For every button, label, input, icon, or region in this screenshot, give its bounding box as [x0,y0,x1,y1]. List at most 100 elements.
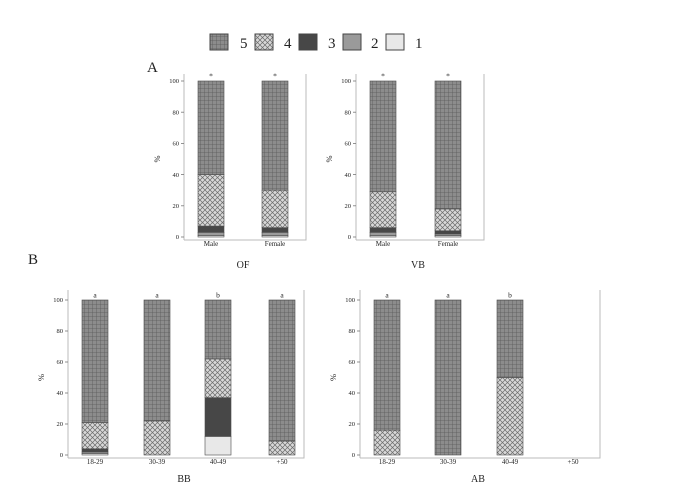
significance-label: * [209,72,213,81]
legend-item-3: 3 [298,33,336,52]
x-tick-label: Female [265,240,286,248]
y-tick-label: 20 [173,203,180,210]
significance-label: b [508,291,512,300]
bar-segment-5 [268,299,296,442]
y-tick-label: 20 [345,203,352,210]
legend-item-5: 5 [209,33,248,52]
panel-frame [184,74,307,241]
legend-label-5: 5 [240,36,248,52]
significance-label: b [216,291,220,300]
x-tick-label: Female [438,240,459,248]
panel-frame [356,74,485,241]
y-tick-label: 80 [345,109,352,116]
y-axis-label: % [152,155,162,162]
legend-label-3: 3 [328,36,336,52]
legend: 5 4 3 2 1 [209,33,423,52]
y-tick-label: 100 [345,297,355,304]
bar-segment-3 [434,230,462,235]
bar-segment-4 [373,429,401,456]
panel-frame [360,290,601,459]
y-tick-label: 40 [349,390,356,397]
significance-label: a [280,291,284,300]
bar-segment-4 [81,422,109,450]
y-tick-label: 40 [57,390,64,397]
x-axis-label: OF [237,260,250,271]
x-tick-label: 30-39 [149,458,166,466]
bar-segment-5 [81,299,109,423]
bar-segment-4 [261,189,289,228]
bar-segment-5 [373,299,401,431]
x-tick-label: +50 [568,458,579,466]
y-tick-label: 0 [60,452,63,459]
bar-segment-5 [434,299,462,456]
bar-segment-4 [496,377,524,456]
bar-segment-5 [369,80,397,193]
x-axis-label: VB [411,260,425,271]
y-axis-label: % [324,155,334,162]
x-tick-label: 30-39 [440,458,457,466]
y-tick-label: 80 [57,328,64,335]
y-tick-label: 60 [349,359,356,366]
chart-panel-of: 0 20 40 60 80 100% Male * Female * OF [152,72,307,271]
y-tick-label: 60 [57,359,64,366]
bar-segment-5 [197,80,225,175]
bar-segment-3 [369,227,397,233]
significance-label: a [385,291,389,300]
x-tick-label: +50 [277,458,288,466]
bar-segment-4 [369,191,397,228]
significance-label: a [155,291,159,300]
section-label-b: B [28,252,38,268]
significance-label: * [273,72,277,81]
y-tick-label: 20 [57,421,64,428]
y-tick-label: 100 [169,78,179,85]
significance-label: * [381,72,385,81]
significance-label: a [446,291,450,300]
bar-segment-3 [204,397,232,437]
bar-segment-5 [496,299,524,378]
y-tick-label: 0 [176,234,179,241]
significance-label: * [446,72,450,81]
bar-segment-3 [81,448,109,453]
x-tick-label: 18-29 [87,458,104,466]
y-tick-label: 20 [349,421,356,428]
bar-segment-2 [261,232,289,236]
x-tick-label: 40-49 [210,458,227,466]
y-tick-label: 100 [341,78,351,85]
bar-segment-3 [197,225,225,233]
legend-item-4: 4 [254,33,292,52]
bar-segment-5 [143,299,171,422]
bar-segment-4 [268,440,296,456]
chart-panel-ab: 0 20 40 60 80 100% 18-29 a 30-39 a 40-49 b +50 AB [328,290,601,485]
y-tick-label: 100 [53,297,63,304]
bar-segment-2 [369,232,397,236]
y-tick-label: 60 [173,141,180,148]
x-axis-label: AB [471,474,485,485]
y-axis-label: % [36,374,46,381]
charts: 0 20 40 60 80 100% Male * Female * OF 0 20 40 60 80 100%… [36,72,601,485]
significance-label: a [93,291,97,300]
bar-segment-3 [261,227,289,233]
bar-segment-4 [197,174,225,227]
bar-segment-4 [143,420,171,456]
bar-segment-1 [204,436,232,456]
legend-label-1: 1 [415,36,423,52]
x-tick-label: 40-49 [502,458,519,466]
bar-segment-2 [197,232,225,236]
legend-label-2: 2 [371,36,379,52]
y-tick-label: 0 [352,452,355,459]
y-tick-label: 40 [345,172,352,179]
x-axis-label: BB [177,474,191,485]
bar-segment-5 [434,80,462,210]
legend-label-4: 4 [284,36,292,52]
y-tick-label: 80 [173,109,180,116]
x-tick-label: 18-29 [379,458,396,466]
y-tick-label: 0 [348,234,351,241]
chart-panel-vb: 0 20 40 60 80 100% Male * Female * VB [324,72,485,271]
chart-panel-bb: 0 20 40 60 80 100% 18-29 a 30-39 a 40-49 b +50 a BB [36,290,305,485]
bar-segment-5 [261,80,289,191]
legend-item-2: 2 [342,33,379,52]
x-tick-label: Male [204,240,218,248]
y-axis-label: % [328,374,338,381]
y-tick-label: 60 [345,141,352,148]
